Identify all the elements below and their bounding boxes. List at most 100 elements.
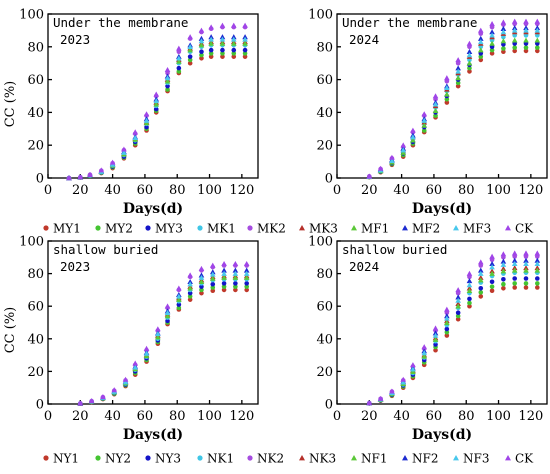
legend-label: MF2 bbox=[412, 222, 440, 236]
legend-marker bbox=[197, 225, 203, 231]
data-point bbox=[455, 287, 461, 293]
x-tick-label: 40 bbox=[104, 183, 121, 198]
data-point bbox=[176, 302, 182, 307]
data-point bbox=[410, 362, 416, 368]
data-point bbox=[467, 296, 472, 302]
legend-marker bbox=[247, 225, 253, 231]
data-point bbox=[176, 45, 182, 51]
x-tick-label: 80 bbox=[458, 183, 475, 198]
data-point bbox=[208, 51, 214, 56]
data-point bbox=[500, 29, 507, 35]
data-point bbox=[208, 36, 214, 42]
data-point bbox=[455, 75, 461, 81]
x-tick-label: 100 bbox=[197, 409, 222, 424]
data-point bbox=[433, 342, 438, 347]
data-point bbox=[466, 60, 473, 66]
data-point bbox=[467, 300, 472, 306]
data-point bbox=[477, 47, 484, 53]
data-point bbox=[208, 54, 214, 59]
data-point bbox=[122, 379, 129, 385]
panel-title: shallow buried bbox=[53, 242, 158, 257]
data-point bbox=[455, 313, 461, 319]
legend-marker bbox=[453, 225, 459, 231]
data-point bbox=[176, 296, 182, 302]
data-point bbox=[132, 360, 139, 366]
data-point bbox=[199, 49, 204, 55]
data-point bbox=[231, 54, 237, 59]
data-point bbox=[144, 124, 149, 130]
data-point bbox=[132, 364, 139, 370]
data-point bbox=[198, 265, 205, 271]
data-point bbox=[534, 267, 541, 273]
data-point bbox=[155, 334, 161, 340]
data-point bbox=[523, 267, 529, 273]
chart-panel-3: 0 20 40 60 80 100 120 0 20 40 60 80 100 CC (%) Days(d)… bbox=[3, 235, 259, 443]
data-point bbox=[421, 353, 428, 359]
data-point bbox=[132, 129, 139, 135]
data-point bbox=[444, 306, 450, 312]
x-tick-label: 20 bbox=[72, 409, 89, 424]
x-tick-label: 20 bbox=[361, 409, 378, 424]
x-axis-label: Days(d) bbox=[412, 427, 472, 443]
x-tick-label: 0 bbox=[333, 409, 341, 424]
data-point bbox=[221, 270, 227, 276]
data-point bbox=[501, 281, 506, 287]
data-point bbox=[523, 27, 529, 33]
data-point bbox=[187, 54, 193, 59]
data-point bbox=[187, 290, 193, 296]
data-point bbox=[210, 285, 216, 290]
data-point bbox=[477, 27, 484, 33]
data-point bbox=[535, 281, 540, 286]
x-tick-label: 100 bbox=[486, 183, 511, 198]
data-point bbox=[478, 57, 484, 63]
x-tick-label: 120 bbox=[229, 409, 254, 424]
legend-marker bbox=[43, 455, 49, 461]
data-point bbox=[164, 313, 171, 319]
x-tick-label: 100 bbox=[197, 183, 222, 198]
data-point bbox=[466, 48, 473, 54]
data-point bbox=[153, 98, 160, 104]
data-point bbox=[421, 111, 428, 117]
x-tick-label: 0 bbox=[44, 409, 52, 424]
series-my1 bbox=[66, 54, 248, 181]
data-point bbox=[389, 154, 395, 160]
data-point bbox=[489, 284, 495, 289]
data-point bbox=[500, 25, 507, 31]
chart-panel-4: 0 20 40 60 80 100 120 0 20 40 60 80 100 Days(d) shallo… bbox=[308, 235, 548, 443]
legend-item-mf2: MF2 bbox=[402, 222, 440, 236]
y-tick-label: 80 bbox=[316, 40, 333, 55]
data-point bbox=[242, 54, 248, 59]
data-point bbox=[187, 281, 193, 287]
data-point bbox=[501, 46, 506, 51]
data-point bbox=[489, 40, 495, 46]
data-point bbox=[534, 27, 541, 33]
data-point bbox=[176, 285, 182, 291]
data-point bbox=[165, 83, 170, 89]
data-point bbox=[230, 36, 237, 42]
data-point bbox=[500, 268, 507, 274]
data-point bbox=[512, 276, 517, 281]
legend-item-nf3: NF3 bbox=[453, 452, 489, 466]
y-tick-label: 20 bbox=[27, 365, 44, 380]
y-tick-label: 0 bbox=[36, 172, 44, 187]
panel-subtitle: 2024 bbox=[349, 32, 379, 47]
panel-subtitle: 2023 bbox=[60, 259, 90, 274]
data-point bbox=[535, 48, 540, 54]
data-point bbox=[176, 293, 182, 299]
data-point bbox=[500, 258, 507, 264]
data-point bbox=[199, 52, 204, 58]
data-point bbox=[511, 250, 518, 256]
data-point bbox=[165, 318, 170, 324]
data-point bbox=[164, 78, 171, 84]
data-point bbox=[512, 285, 517, 290]
data-point bbox=[466, 282, 473, 288]
series-ck bbox=[77, 261, 250, 406]
data-point bbox=[444, 96, 450, 102]
data-point bbox=[433, 113, 438, 118]
data-point bbox=[523, 261, 529, 267]
y-tick-label: 60 bbox=[316, 300, 333, 315]
data-point bbox=[432, 325, 439, 331]
series-nk1 bbox=[78, 277, 249, 406]
legend-label: MY2 bbox=[105, 222, 133, 236]
